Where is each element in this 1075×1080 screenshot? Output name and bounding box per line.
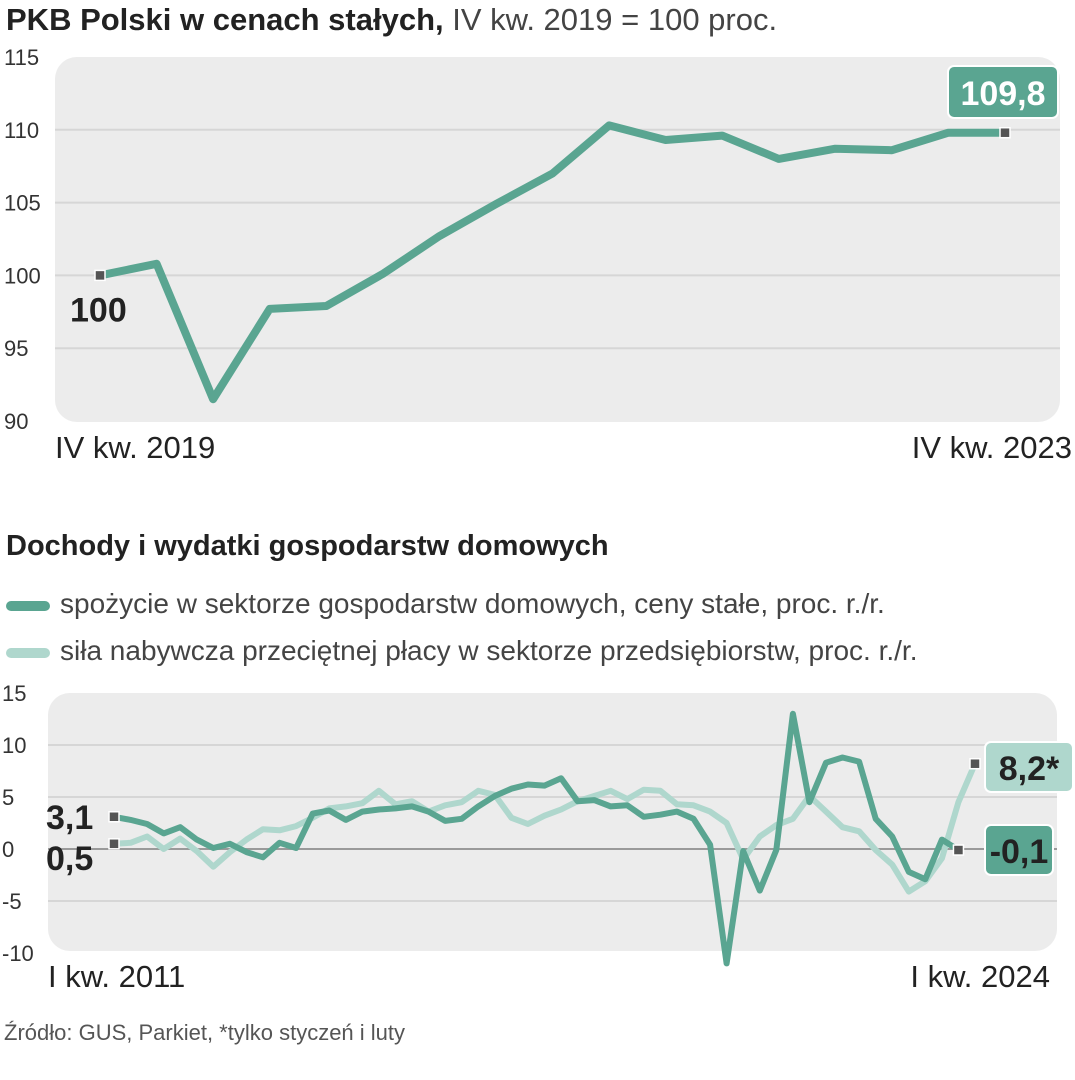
household-y-tick-label: 15	[2, 681, 26, 706]
gdp-title-subtitle: IV kw. 2019 = 100 proc.	[452, 2, 778, 37]
gdp-x-label-end: IV kw. 2023	[912, 430, 1072, 465]
legend-item-consumption: spożycie w sektorze gospodarstw domowych…	[6, 588, 885, 620]
household-start-label-purchasing-power: 0,5	[46, 840, 93, 878]
household-x-label-start: I kw. 2011	[48, 959, 185, 994]
household-y-tick-label: 0	[2, 837, 14, 862]
household-start-marker-consumption	[108, 811, 120, 823]
household-x-label-end: I kw. 2024	[910, 959, 1050, 994]
household-chart-title: Dochody i wydatki gospodarstw domowych	[6, 530, 609, 562]
household-end-label-consumption: -0,1	[990, 833, 1049, 871]
legend-item-purchasing-power: siła nabywcza przeciętnej płacy w sektor…	[6, 635, 917, 667]
gdp-end-value-label: 109,8	[960, 75, 1045, 113]
source-note: Źródło: GUS, Parkiet, *tylko styczeń i l…	[4, 1020, 406, 1045]
household-start-marker-purchasing-power	[108, 838, 120, 850]
gdp-series-line	[96, 121, 1009, 404]
gdp-chart-title: PKB Polski w cenach stałych, IV kw. 2019…	[6, 2, 777, 38]
gdp-y-tick-label: 90	[4, 409, 28, 434]
gdp-y-tick-label: 100	[4, 263, 41, 288]
legend-label-consumption: spożycie w sektorze gospodarstw domowych…	[60, 588, 885, 619]
gdp-y-tick-label: 105	[4, 191, 41, 216]
legend-swatch-purchasing-power	[6, 647, 50, 658]
household-end-marker-consumption	[952, 844, 965, 856]
gdp-start-value-label: 100	[70, 291, 127, 329]
household-plot-area	[48, 693, 1057, 951]
legend-swatch-consumption	[6, 600, 50, 611]
legend-label-purchasing-power: siła nabywcza przeciętnej płacy w sektor…	[60, 635, 918, 666]
household-end-label-purchasing-power: 8,2*	[999, 750, 1060, 788]
gdp-plot-area	[55, 57, 1060, 422]
household-series-line-consumption	[111, 710, 962, 967]
household-end-marker-purchasing-power	[969, 757, 981, 770]
gdp-end-value-box	[947, 65, 1059, 119]
gdp-x-label-start: IV kw. 2019	[55, 430, 215, 465]
household-y-tick-label: 5	[2, 785, 14, 810]
household-y-tick-label: -10	[2, 941, 34, 966]
household-y-tick-label: -5	[2, 889, 22, 914]
gdp-end-marker	[999, 126, 1011, 139]
household-y-tick-label: 10	[2, 733, 26, 758]
household-start-label-consumption: 3,1	[46, 799, 93, 837]
gdp-y-tick-label: 95	[4, 336, 28, 361]
gdp-y-tick-label: 115	[4, 45, 39, 70]
household-series-line-purchasing-power	[111, 760, 978, 895]
household-end-box-purchasing-power	[984, 741, 1074, 793]
gdp-start-marker	[94, 269, 106, 282]
household-end-box-consumption	[984, 824, 1054, 876]
gdp-y-tick-label: 110	[4, 118, 39, 143]
gdp-title-bold: PKB Polski w cenach stałych,	[6, 2, 444, 37]
